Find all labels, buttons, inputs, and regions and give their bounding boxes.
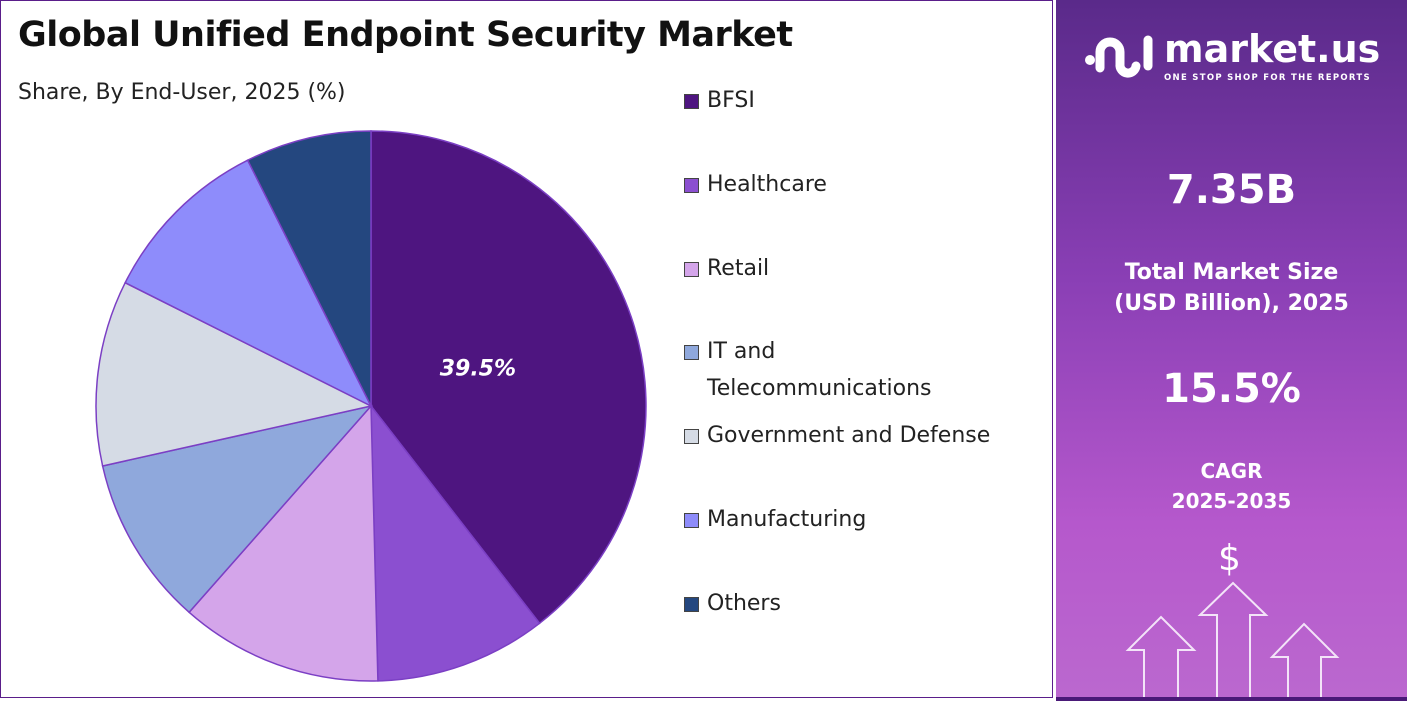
market-size-label-1: Total Market Size bbox=[1124, 260, 1339, 285]
legend-item: BFSI bbox=[684, 82, 755, 119]
legend-label: Government and Defense bbox=[707, 423, 991, 448]
legend-swatch bbox=[684, 345, 699, 360]
legend-swatch bbox=[684, 429, 699, 444]
legend-label: Others bbox=[707, 591, 781, 616]
data-label: 39.5% bbox=[440, 357, 516, 382]
growth-arrows-icon bbox=[1125, 581, 1340, 697]
legend-item: Healthcare bbox=[684, 166, 827, 203]
brand-logo: market.us ONE STOP SHOP FOR THE REPORTS bbox=[1084, 26, 1380, 84]
legend-swatch bbox=[684, 178, 699, 193]
legend-swatch bbox=[684, 262, 699, 277]
legend-swatch bbox=[684, 513, 699, 528]
pie-slice-bfsi bbox=[370, 130, 647, 625]
dollar-icon: $ bbox=[1218, 538, 1241, 579]
legend-item: Government and Defense bbox=[684, 417, 990, 454]
pie-slice-retail bbox=[188, 404, 379, 682]
legend-label: Manufacturing bbox=[707, 507, 867, 532]
market-us-logo-icon bbox=[1085, 35, 1153, 78]
brand-tagline: ONE STOP SHOP FOR THE REPORTS bbox=[1164, 73, 1371, 83]
pie-slice-others bbox=[246, 130, 372, 407]
pie-slice-it-and-telecommunications bbox=[101, 404, 374, 614]
legend-label: BFSI bbox=[707, 88, 755, 113]
legend-label: Retail bbox=[707, 256, 770, 281]
legend-item: Retail bbox=[684, 250, 769, 287]
chart-title: Global Unified Endpoint Security Market bbox=[18, 15, 793, 55]
pie-chart: 39.5% bbox=[95, 130, 647, 682]
chart-subtitle: Share, By End-User, 2025 (%) bbox=[18, 80, 346, 105]
legend-swatch bbox=[684, 94, 699, 109]
legend-label: Telecommunications bbox=[707, 376, 932, 401]
stats-panel: market.us ONE STOP SHOP FOR THE REPORTS … bbox=[1056, 0, 1407, 701]
market-size-label-2: (USD Billion), 2025 bbox=[1114, 291, 1349, 316]
cagr-label-1: CAGR bbox=[1200, 459, 1263, 483]
market-size-value: 7.35B bbox=[1166, 167, 1297, 213]
legend-label: IT and bbox=[707, 339, 776, 364]
cagr-label-2: 2025-2035 bbox=[1171, 489, 1292, 513]
chart-panel: Global Unified Endpoint Security Market … bbox=[0, 0, 1053, 698]
legend-item: Manufacturing bbox=[684, 501, 866, 538]
pie-slice-manufacturing bbox=[124, 159, 373, 408]
pie-slice-healthcare bbox=[370, 403, 541, 682]
legend-swatch bbox=[684, 597, 699, 612]
cagr-value: 15.5% bbox=[1162, 366, 1301, 412]
pie-slice-government-and-defense bbox=[95, 281, 374, 467]
brand-name: market.us bbox=[1164, 27, 1381, 71]
legend-item: IT and Telecommunications bbox=[684, 333, 931, 407]
legend-label: Healthcare bbox=[707, 172, 827, 197]
legend-item: Others bbox=[684, 585, 781, 622]
